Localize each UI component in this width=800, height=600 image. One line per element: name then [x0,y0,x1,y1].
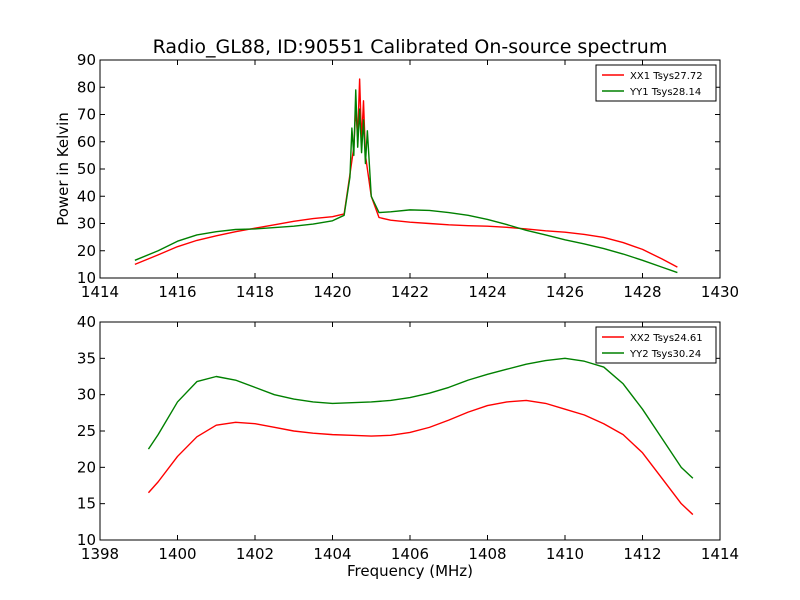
top-x-tick-label: 1418 [236,283,274,301]
bottom-y-tick-label: 15 [77,495,96,513]
bottom-x-tick-label: 1414 [701,545,739,563]
bottom-y-tick-label: 20 [77,458,96,476]
bottom-legend: XX2 Tsys24.61 YY2 Tsys30.24 [595,326,717,364]
top-legend-box [595,64,717,102]
bottom-x-tick-label: 1404 [313,545,351,563]
bottom-series-line-1 [147,399,694,516]
bottom-x-tick-label: 1402 [236,545,274,563]
top-y-tick-label: 50 [77,160,96,178]
bottom-xlabel: Frequency (MHz) [347,562,473,580]
bottom-x-tick-label: 1400 [158,545,196,563]
top-series-line-2 [134,89,678,274]
top-y-tick-label: 10 [77,269,96,287]
bottom-x-tick-label: 1408 [468,545,506,563]
bottom-y-tick-label: 35 [77,349,96,367]
top-legend-label-2: YY1 Tsys28.14 [629,87,701,98]
bottom-y-tick-label: 10 [77,531,96,549]
top-y-tick-label: 80 [77,78,96,96]
bottom-legend-label-2: YY2 Tsys30.24 [629,349,701,360]
bottom-y-tick-label: 25 [77,422,96,440]
top-legend-label-1: XX1 Tsys27.72 [630,71,703,82]
bottom-y-tick-label: 40 [77,313,96,331]
top-x-tick-label: 1422 [391,283,429,301]
top-y-tick-label: 70 [77,106,96,124]
bottom-series-line-2 [147,357,694,479]
top-y-tick-label: 40 [77,187,96,205]
top-x-tick-label: 1424 [468,283,506,301]
bottom-legend-label-1: XX2 Tsys24.61 [630,333,703,344]
top-y-tick-label: 30 [77,215,96,233]
bottom-x-tick-label: 1406 [391,545,429,563]
top-x-tick-label: 1416 [158,283,196,301]
bottom-legend-box [595,326,717,364]
top-y-tick-label: 20 [77,242,96,260]
bottom-x-tick-label: 1410 [546,545,584,563]
top-x-tick-label: 1426 [546,283,584,301]
top-x-tick-label: 1414 [81,283,119,301]
top-panel: 1414 1416 1418 1420 1422 1424 1426 1428 1430 10 20… [77,51,739,301]
bottom-x-tick-label: 1412 [623,545,661,563]
top-x-tick-label: 1430 [701,283,739,301]
bottom-panel: 1398 1400 1402 1404 1406 1408 1410 1412 1414 10 15… [77,313,739,563]
chart-title: Radio_GL88, ID:90551 Calibrated On-sourc… [153,36,668,58]
top-x-tick-label: 1420 [313,283,351,301]
top-x-tick-label: 1428 [623,283,661,301]
top-ylabel: Power in Kelvin [54,112,72,226]
top-y-tick-label: 60 [77,133,96,151]
top-y-tick-label: 90 [77,51,96,69]
bottom-y-tick-label: 30 [77,386,96,404]
bottom-x-tick-label: 1398 [81,545,119,563]
top-legend: XX1 Tsys27.72 YY1 Tsys28.14 [595,64,717,102]
